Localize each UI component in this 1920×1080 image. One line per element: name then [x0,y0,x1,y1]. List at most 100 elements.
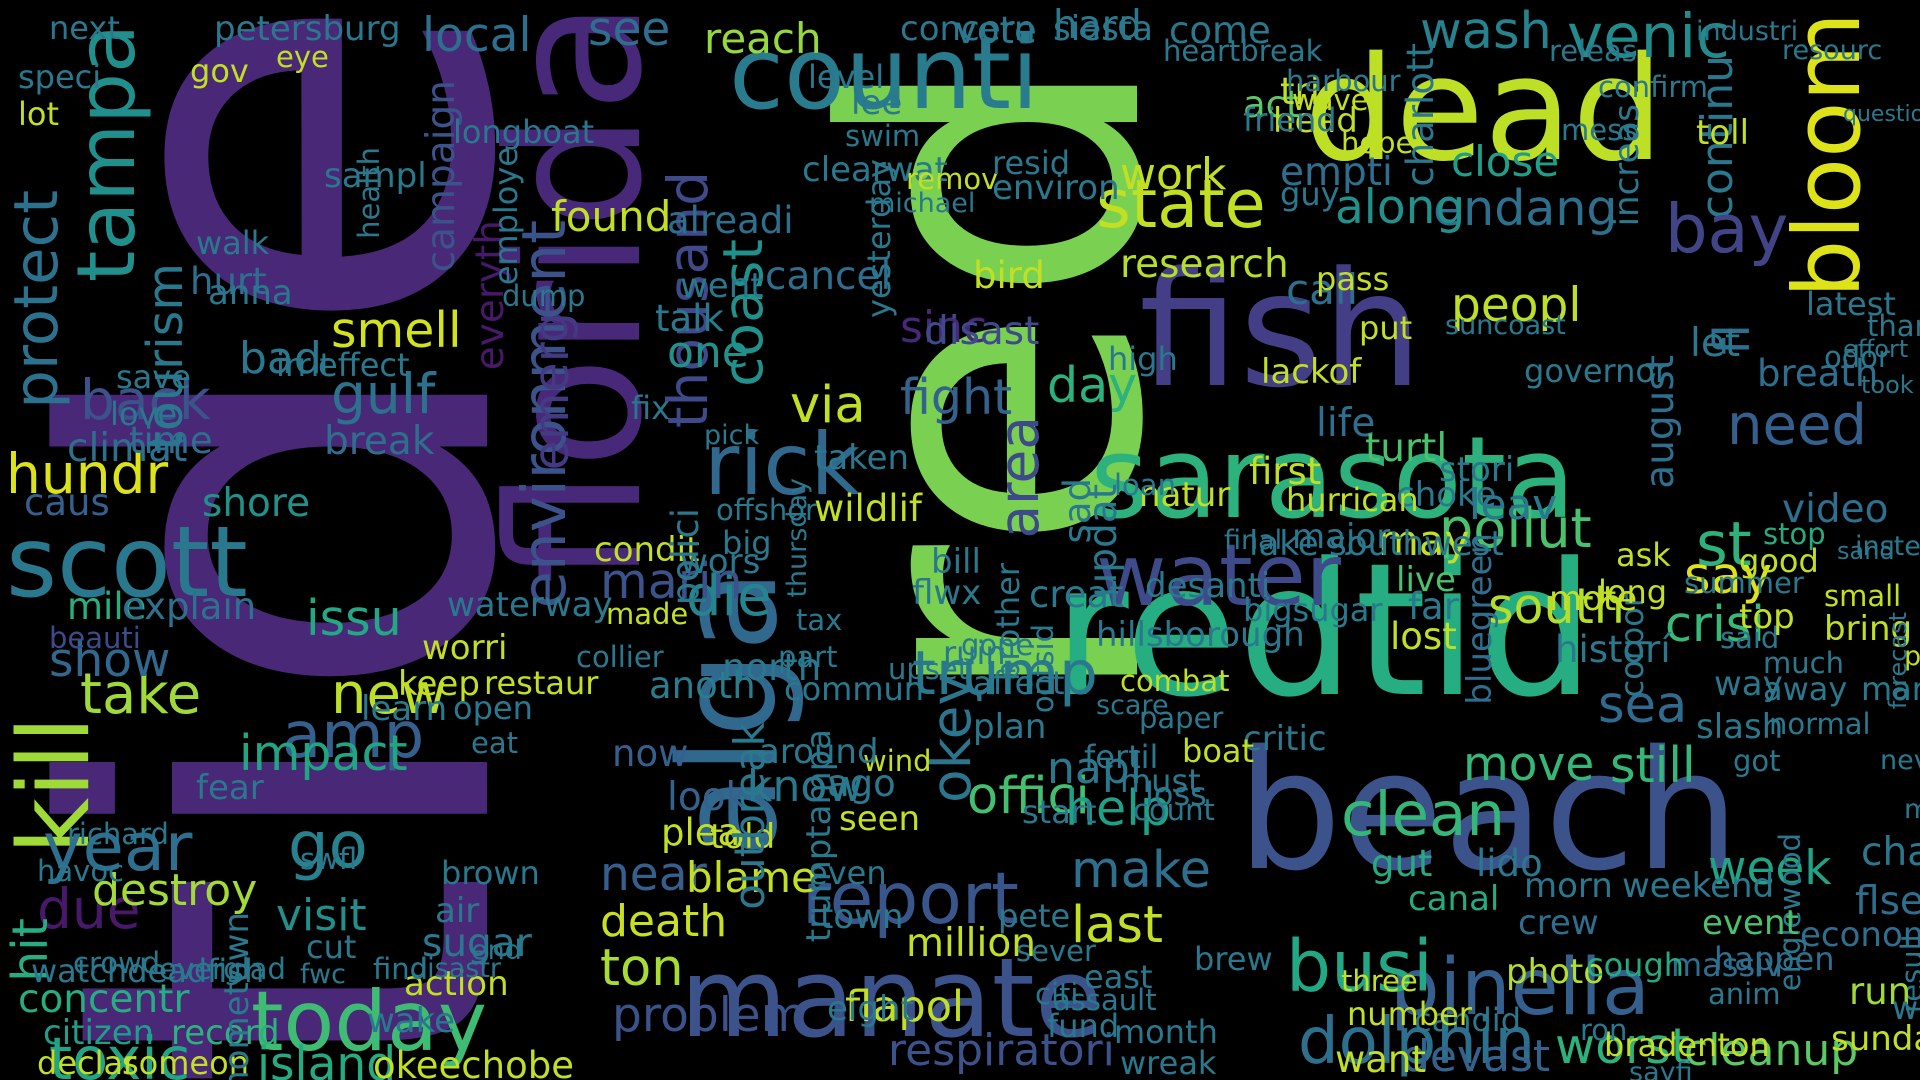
word-65: still [1610,737,1696,794]
word-235: declar [37,1044,137,1080]
word-244: disastr [410,953,502,984]
word-118: lackof [1261,352,1362,392]
word-93: climat [67,426,188,471]
word-129: video [1782,487,1889,532]
word-353: suncoast [1445,310,1566,341]
word-166: morn [1524,866,1613,906]
word-230: told [710,817,776,857]
word-128: breath [1757,352,1879,395]
word-308: petersburg [214,9,401,49]
word-50: sea [1598,676,1688,735]
word-229: even [808,854,887,892]
word-29: go [288,809,368,883]
word-196: creat [1029,573,1124,616]
word-238: action [404,964,509,1004]
word-169: gut [1371,842,1433,885]
word-335: upset [888,652,970,686]
word-326: effect [318,346,410,384]
word-209: flwx [912,573,982,613]
word-134: bring [1824,609,1913,649]
word-116: research [1120,242,1289,287]
word-146: happen [1714,940,1835,978]
word-273: trumptampa [799,729,839,943]
word-108: time [129,419,213,462]
word-165: crew [1518,903,1599,943]
word-91: break [324,419,435,464]
word-328: love [110,395,178,433]
word-13: water [1096,526,1342,626]
word-279: environ [992,168,1120,208]
word-117: call [1286,265,1359,314]
word-275: taken [814,438,910,478]
word-17: pinella [1390,943,1650,1033]
word-24: rick [704,415,861,515]
word-120: turtl [1365,426,1448,471]
word-270: around [759,732,879,772]
word-114: empti [1280,150,1393,195]
word-192: leav [1469,480,1558,529]
word-340: start [1022,793,1097,831]
word-103: tri [1280,70,1320,113]
word-248: hometown [217,912,257,1080]
word-327: save [116,358,191,396]
word-95: found [551,192,672,241]
word-185: may [1378,516,1470,565]
word-111: hurt [190,260,267,303]
word-54: week [1708,841,1832,896]
word-74: ton [600,939,684,998]
word-348: thank [1867,309,1920,343]
word-170: weekend [1622,866,1775,906]
word-234: someon [122,1044,249,1080]
word-281: swim [845,119,921,153]
word-331: fix [631,389,671,427]
word-309: speci [18,58,102,96]
word-34: hundr [6,442,169,506]
word-243: find [373,952,429,986]
word-16: today [251,973,487,1070]
word-187: first [1249,450,1322,493]
word-9: manate [680,934,1103,1062]
word-150: well [1892,989,1920,1027]
word-89: smell [331,302,462,359]
word-70: devast [1402,1031,1551,1080]
word-10: counti [729,15,1039,132]
word-155: bradenton [1604,1026,1770,1064]
word-94: caus [24,481,110,524]
word-189: lake [1249,524,1319,564]
word-280: clearwat [802,150,948,190]
word-26: trump [912,638,1098,709]
word-237: wake [367,1001,456,1041]
word-43: say [1684,547,1773,606]
word-105: sinc [900,302,988,353]
word-228: town [820,897,904,937]
word-217: loan [1114,468,1176,502]
word-59: along [1335,180,1466,235]
word-329: irrit [276,346,333,384]
word-258: waterway [447,585,613,625]
word-285: hard [1053,3,1142,48]
word-67: last [1071,896,1163,955]
word-148: run [1849,970,1912,1013]
word-224: fund [1047,1007,1120,1045]
word-77: destroy [92,865,258,916]
word-338: brother [989,563,1027,682]
word-85: mile [67,585,147,628]
word-214: natur [1139,475,1231,515]
word-226: citi [1035,977,1079,1011]
word-218: million [906,921,1036,966]
word-33: pollut [1439,497,1592,560]
word-210: wind [863,744,932,778]
word-269: tax [796,603,843,637]
word-231: blame [686,853,817,902]
word-265: wors [680,542,761,582]
word-219: pete [998,897,1071,935]
word-221: east [1084,958,1153,996]
word-304: question [1843,102,1920,127]
word-172: much [1763,646,1844,680]
word-60: peopl [1451,278,1582,333]
word-167: lido [1476,842,1543,885]
word-317: sampl [324,156,427,196]
word-32: need [1727,393,1867,458]
word-263: made [606,597,689,631]
